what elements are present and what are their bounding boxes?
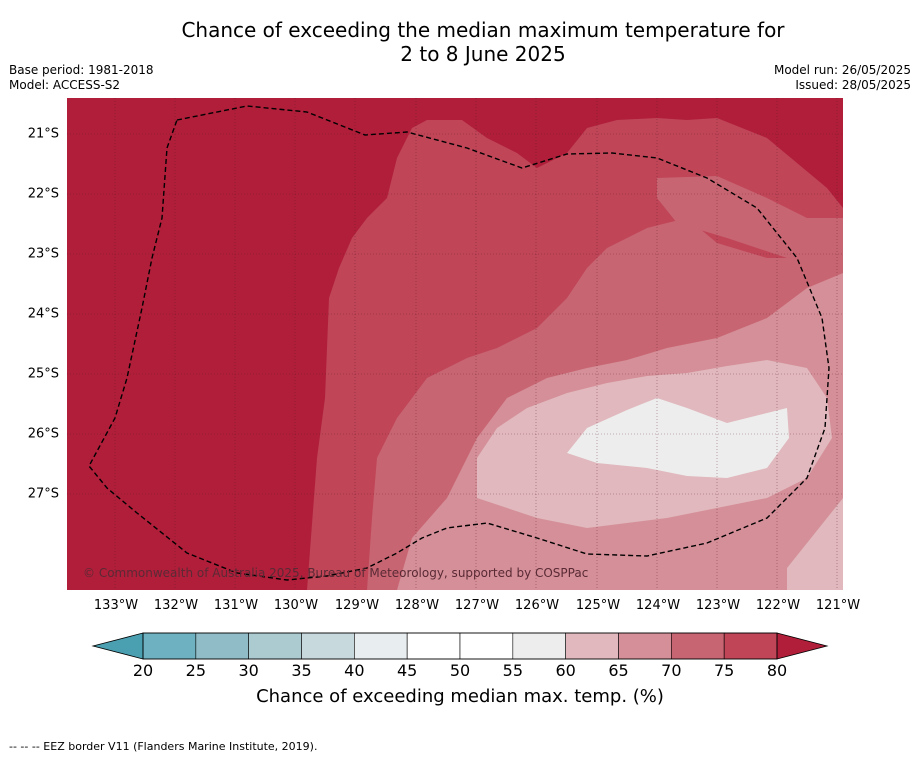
- lat-label-24s: 24°S: [27, 306, 59, 322]
- colorbar-segment: [512, 632, 566, 660]
- colorbar-tick-label: 50: [449, 661, 471, 680]
- map-svg: [67, 98, 843, 590]
- band-60-65-edge: [787, 498, 843, 590]
- colorbar-tick-label: 55: [502, 661, 524, 680]
- copyright-notice: © Commonwealth of Australia 2025, Bureau…: [83, 566, 589, 580]
- lon-label-127w: 127°W: [454, 598, 500, 613]
- lon-gridlines: [114, 98, 838, 590]
- lat-label-23s: 23°S: [27, 246, 59, 262]
- colorbar-segment: [618, 632, 672, 660]
- colorbar-low-extension: [91, 632, 144, 660]
- lon-label-128w: 128°W: [394, 598, 440, 613]
- colorbar-segment: [248, 632, 302, 660]
- map-title: Chance of exceeding the median maximum t…: [0, 18, 919, 66]
- colorbar-segment: [195, 632, 249, 660]
- title-line-1: Chance of exceeding the median maximum t…: [181, 18, 785, 42]
- colorbar-high-extension: [776, 632, 829, 660]
- lon-label-131w: 131°W: [213, 598, 259, 613]
- lat-gridlines: [67, 133, 843, 495]
- colorbar-tick-label: 60: [555, 661, 576, 680]
- lat-label-27s: 27°S: [27, 486, 59, 502]
- colorbar-tick-label: 40: [344, 661, 365, 680]
- colorbar-tick-label: 75: [713, 661, 735, 680]
- colorbar-segment: [671, 632, 725, 660]
- lat-label-21s: 21°S: [27, 126, 59, 142]
- band-70-75-upper: [657, 176, 843, 268]
- colorbar-tick-label: 20: [132, 661, 154, 680]
- base-period-text: Base period: 1981-2018: [9, 63, 154, 77]
- colorbar-tick-label: 30: [238, 661, 259, 680]
- colorbar-tick-label: 35: [291, 661, 312, 680]
- colorbar: [91, 632, 829, 660]
- model-run-text: Model run: 26/05/2025: [773, 63, 911, 77]
- colorbar-tick-label: 65: [608, 661, 629, 680]
- colorbar-segment: [354, 632, 408, 660]
- lon-label-129w: 129°W: [334, 598, 380, 613]
- lon-label-125w: 125°W: [575, 598, 621, 613]
- lat-label-25s: 25°S: [27, 366, 59, 382]
- eez-border: [88, 105, 830, 581]
- model-text: Model: ACCESS-S2: [9, 78, 121, 92]
- lon-label-133w: 133°W: [93, 598, 139, 613]
- lat-label-22s: 22°S: [27, 186, 59, 202]
- lat-label-26s: 26°S: [27, 426, 59, 442]
- meta-left: Base period: 1981-2018 Model: ACCESS-S2: [9, 63, 154, 93]
- colorbar-segment: [723, 632, 778, 660]
- lon-label-132w: 132°W: [153, 598, 199, 613]
- colorbar-tick-label: 70: [661, 661, 682, 680]
- eez-footnote: -- -- -- EEZ border V11 (Flanders Marine…: [9, 740, 318, 753]
- colorbar-segment: [459, 632, 514, 660]
- colorbar-frame: [142, 632, 778, 660]
- colorbar-tick-label: 80: [766, 661, 788, 680]
- meta-right: Model run: 26/05/2025 Issued: 28/05/2025: [774, 63, 911, 93]
- probability-map: [67, 98, 843, 590]
- lon-label-124w: 124°W: [635, 598, 681, 613]
- colorbar-segment: [142, 632, 197, 660]
- colorbar-tick-label: 25: [185, 661, 207, 680]
- title-line-2: 2 to 8 June 2025: [400, 42, 566, 66]
- lon-label-126w: 126°W: [514, 598, 560, 613]
- colorbar-tick-label: 45: [396, 661, 418, 680]
- band-55-60: [567, 398, 789, 478]
- colorbar-segment: [565, 632, 619, 660]
- colorbar-segment: [406, 632, 461, 660]
- colorbar-label: Chance of exceeding median max. temp. (%…: [256, 686, 664, 707]
- colorbar-segment: [301, 632, 355, 660]
- lon-label-122w: 122°W: [755, 598, 801, 613]
- lon-label-123w: 123°W: [695, 598, 741, 613]
- lon-label-121w: 121°W: [815, 598, 861, 613]
- lon-label-130w: 130°W: [273, 598, 319, 613]
- issued-text: Issued: 28/05/2025: [795, 78, 911, 92]
